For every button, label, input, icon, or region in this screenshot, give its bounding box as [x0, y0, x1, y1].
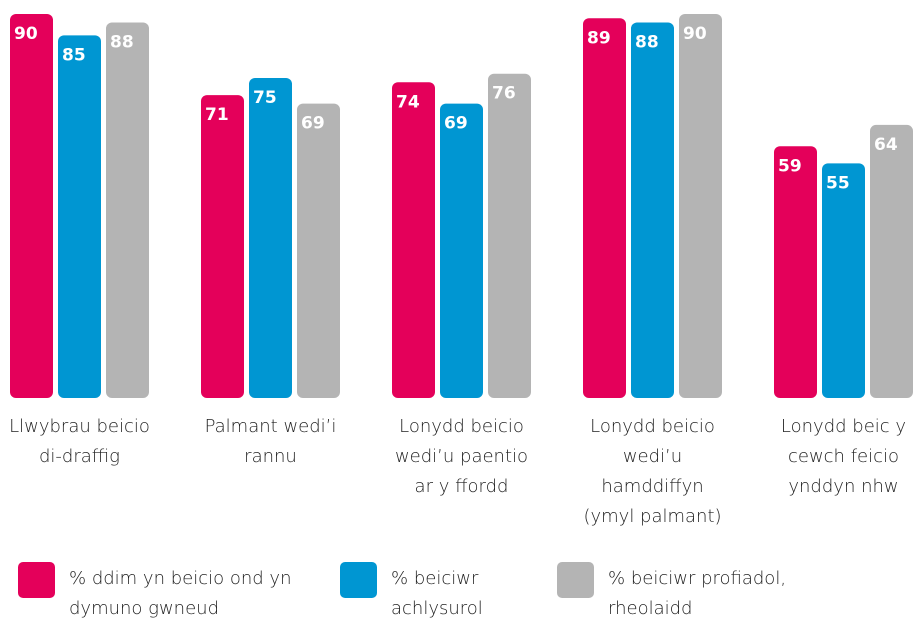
legend-item: % beiciwr profiadol, rheolaidd [557, 562, 818, 624]
bar [392, 82, 435, 399]
legend-swatch [340, 562, 377, 598]
legend-swatch [557, 562, 594, 598]
value-label: 85 [62, 45, 86, 65]
value-label: 89 [587, 28, 611, 48]
bar [679, 14, 722, 398]
bar [583, 18, 626, 399]
x-tick-label: Lonydd beicio wedi’u hamddiffyn (ymyl pa… [583, 416, 722, 527]
value-label: 76 [492, 84, 516, 104]
bar [488, 73, 531, 398]
value-label: 90 [683, 24, 707, 44]
x-tick-label: Llwybrau beicio di-draffig [9, 416, 150, 467]
bar [297, 103, 340, 398]
legend-swatch [18, 562, 55, 598]
value-label: 88 [635, 33, 659, 53]
value-label: 88 [110, 33, 134, 53]
bar [774, 146, 817, 398]
value-label: 69 [301, 114, 325, 134]
x-tick-label: Lonydd beic y cewch feicio ynddyn nhw [780, 416, 907, 497]
x-tick-label: Palmant wedi’i rannu [204, 416, 337, 467]
value-label: 59 [778, 156, 802, 176]
value-label: 74 [396, 92, 420, 112]
value-label: 69 [444, 114, 468, 134]
value-label: 55 [826, 173, 850, 193]
bar [249, 78, 292, 398]
bar [440, 103, 483, 398]
bar [822, 163, 865, 398]
value-label: 90 [14, 24, 38, 44]
bar [10, 14, 53, 398]
legend-label: % beiciwr profiadol, rheolaidd [608, 568, 787, 619]
bar [58, 35, 101, 398]
value-label: 64 [874, 135, 898, 155]
bar [201, 95, 244, 399]
value-label: 75 [253, 88, 277, 108]
legend-label: % ddim yn beicio ond yn dymuno gwneud [69, 568, 292, 619]
bar [870, 124, 913, 398]
bar [106, 22, 149, 399]
value-label: 71 [205, 105, 229, 125]
legend-item: % ddim yn beicio ond yn dymuno gwneud [18, 562, 299, 624]
bar [631, 22, 674, 399]
legend-label: % beiciwr achlysurol [391, 568, 483, 619]
x-tick-label: Lonydd beicio wedi’u paentio ar y ffordd [394, 416, 529, 497]
legend-item: % beiciwr achlysurol [340, 562, 516, 624]
